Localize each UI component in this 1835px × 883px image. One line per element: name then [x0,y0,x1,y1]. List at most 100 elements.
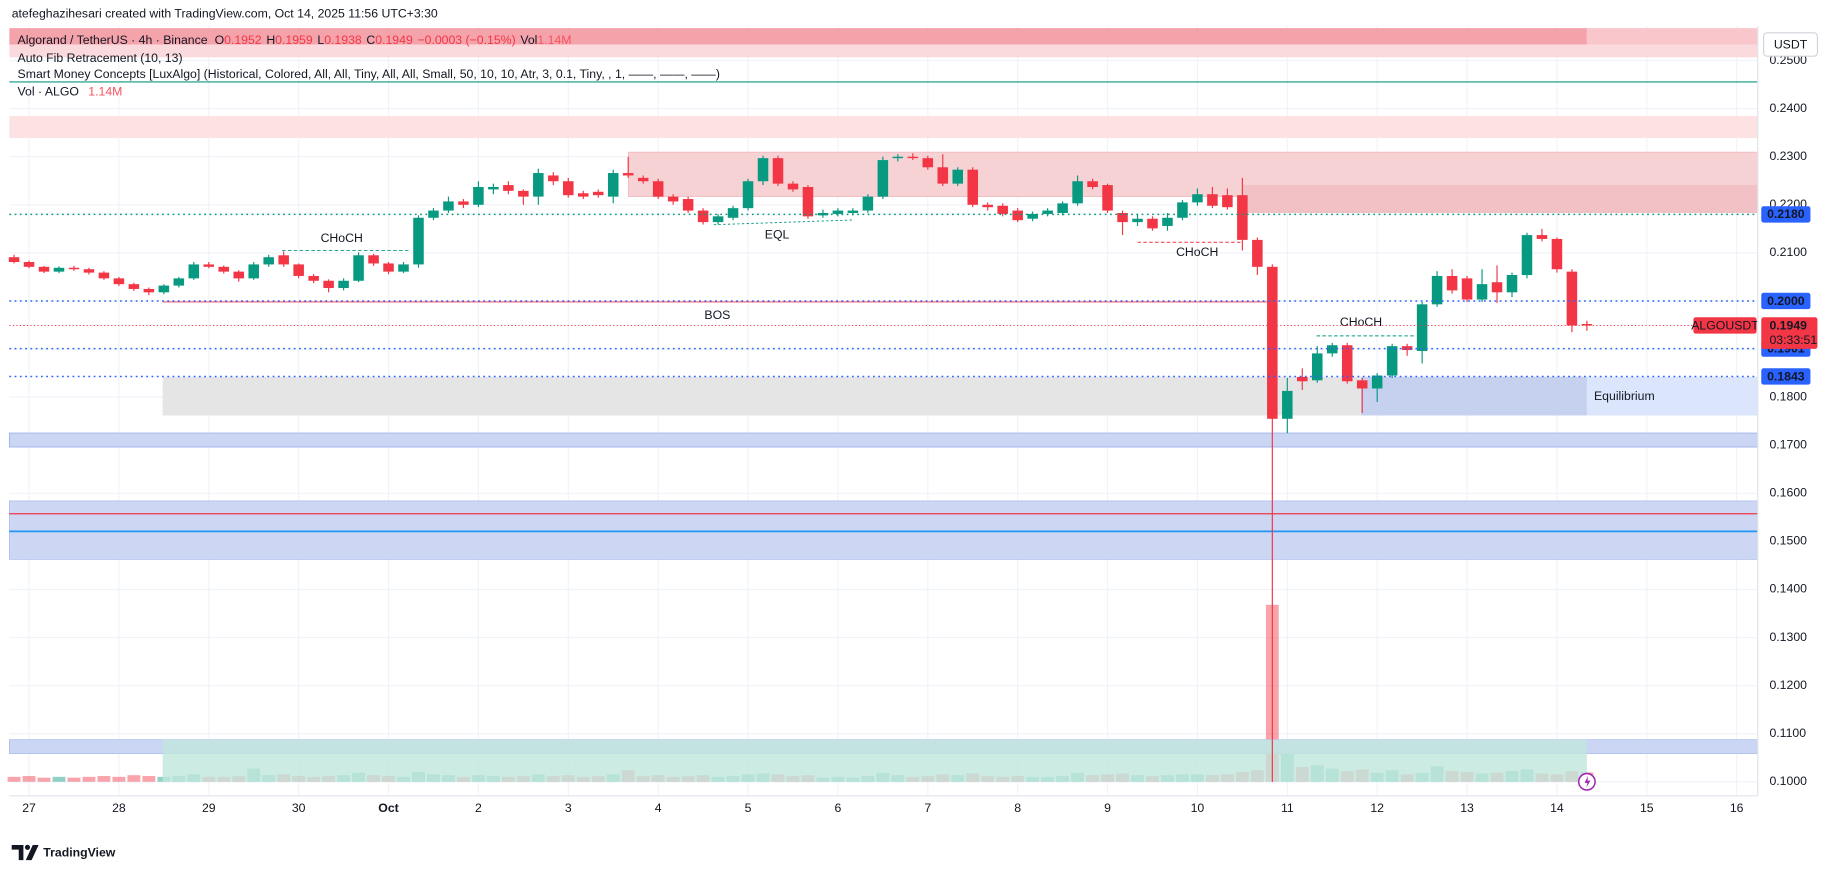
candle-body [1267,266,1278,419]
candle-body [458,201,469,205]
candle-body [1461,278,1473,300]
legend: Algorand / TetherUS · 4h · Binance O0.195… [18,33,572,47]
x-tick-label: 8 [1014,801,1021,815]
candle-body [98,272,110,279]
candle-body [1521,235,1533,276]
candle-body [922,158,934,168]
symbol-badge [1693,317,1757,334]
x-tick-label: 14 [1550,801,1564,815]
candle-body [53,267,65,272]
candle-body [143,288,155,293]
volume-bar [112,776,126,782]
logo: TradingView [11,844,116,861]
x-tick-label: 6 [835,801,842,815]
x-tick-label: 9 [1104,801,1111,815]
candle-body [1566,271,1578,326]
candle-body [383,263,394,272]
candle-body [1177,202,1188,218]
candle-body [697,210,709,223]
price-badge-label: 0.2000 [1767,294,1805,308]
vol-value: 1.14M [537,33,571,47]
candle-body [1252,239,1263,267]
candle-body [1386,346,1398,376]
candle-body [428,210,439,218]
last-price-badge [1761,317,1818,349]
overlay: 0.1000 0.1100 0.1200 0.1300 0.1400 0.1500 0.16… [9,53,1818,815]
candle-body [248,264,259,279]
logo-icon [11,844,39,861]
header: atefeghazihesari created with TradingVie… [12,6,438,20]
zone [1361,376,1587,416]
zone [9,44,1758,58]
currency-box[interactable] [1763,32,1819,57]
volume-legend: Vol · ALGO 1.14M [18,85,123,99]
ohlc-value: 0.1949 [375,33,413,47]
candle-body [682,199,694,211]
candle-body [622,173,634,176]
candle-body [413,217,424,265]
indicator: Auto Fib Retracement (10, 13) [18,51,183,65]
x-tick-label: 16 [1730,801,1744,815]
candle-body [1042,210,1053,214]
countdown: 03:33:51 [1769,333,1817,347]
price-badge [1761,368,1811,385]
x-tick-label: 10 [1191,801,1205,815]
candle-body [757,158,769,182]
volume-bar [52,776,66,782]
volume-label: Vol · ALGO [18,85,79,99]
candle-body [518,190,529,197]
candle-body [308,275,319,281]
candle-body [368,255,379,264]
candle-body [203,264,215,267]
x-tick-label: 27 [22,801,36,815]
candle-body [1057,203,1068,213]
zone [1586,28,1758,45]
x-tick-label: 28 [112,801,126,815]
marks [8,153,1593,782]
candle-body [847,210,859,213]
candle-body [548,175,559,182]
candle-body [128,284,140,289]
candle-body [293,264,304,276]
x-tick-label: 4 [655,801,662,815]
candle-body [1132,218,1143,223]
annotation: BOS [704,308,730,322]
volume-bar [7,776,21,782]
annotation: CHoCH [321,231,363,245]
candle-body [937,167,949,184]
candle-body [1312,353,1323,381]
candle-body [173,278,185,286]
candle-body [563,181,574,196]
zones [9,28,1759,782]
indicator: Smart Money Concepts [LuxAlgo] (Historic… [18,67,720,81]
candle-body [278,255,289,265]
volume-bar [97,776,111,782]
volume-bar [22,776,36,782]
alert-bolt [1584,775,1591,788]
x-tick-label: 15 [1640,801,1654,815]
candle-body [263,257,274,265]
candle-body [503,185,514,191]
x-tick-label: 12 [1370,801,1384,815]
candle-body [443,201,454,211]
alert-icon[interactable] [1577,772,1596,791]
candle-body [1401,346,1413,351]
y-tick-label: 0.1300 [1769,630,1807,644]
symbol-label: ALGOUSDT [1691,318,1759,332]
volume-value: 1.14M [88,85,122,99]
price-badge-label: 0.1843 [1767,369,1805,383]
change: −0.0003 (−0.15%) [417,33,515,47]
candle-body [1102,185,1113,211]
candle-body [1192,194,1203,203]
candle-body [817,212,829,216]
ohlc-key: O [215,33,225,47]
candle-body [1027,213,1038,219]
annotation: CHoCH [1340,315,1382,329]
candle-body [802,186,814,217]
zone [1586,376,1758,416]
candle-body [488,186,499,190]
candle-body [742,181,754,209]
y-tick-label: 0.1600 [1769,486,1807,500]
